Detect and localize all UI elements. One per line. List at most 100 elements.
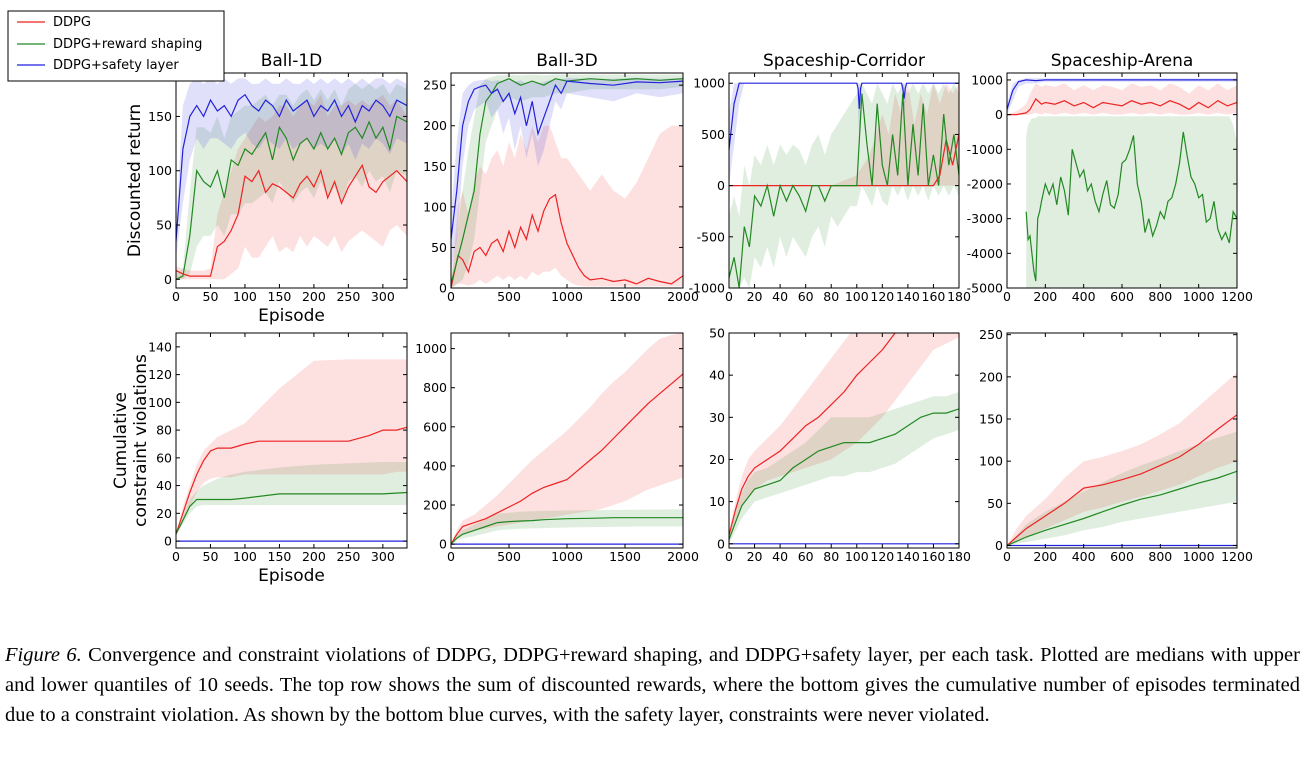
y-tick-label: 600: [423, 419, 447, 434]
median-line-shaping: [176, 115, 407, 280]
y-tick-label: 40: [156, 478, 172, 493]
median-line-ddpg: [451, 373, 683, 545]
y-tick-label: 250: [979, 327, 1003, 342]
y-tick-label: 40: [709, 368, 725, 383]
chart-ret-corridor: 0 20 40 60 80 100 120 140 160 180 -1000 -500 0 500 100…: [689, 51, 971, 304]
quantile-band-ddpg: [729, 333, 959, 540]
y-tick-label: -1000: [689, 281, 725, 296]
plot-area: [729, 82, 959, 288]
x-tick-label: 0: [1003, 549, 1011, 564]
caption-text: Convergence and constraint violations of…: [5, 644, 1300, 726]
median-line-ddpg: [1007, 414, 1237, 546]
legend-box: [7, 10, 225, 82]
x-tick-label: 150: [268, 549, 292, 564]
x-tick-label: 600: [1110, 549, 1134, 564]
x-tick-label: 40: [772, 549, 788, 564]
x-tick-label: 20: [747, 549, 763, 564]
y-axis-label-line: constraint violations: [131, 354, 151, 527]
x-tick-label: 200: [302, 289, 326, 304]
median-line-safety: [729, 82, 959, 150]
y-tick-label: -4000: [967, 246, 1003, 261]
x-tick-label: 200: [302, 549, 326, 564]
median-line-ddpg: [451, 193, 683, 288]
y-tick-label: 1000: [693, 76, 725, 91]
chart-title: Spaceship-Corridor: [763, 51, 925, 71]
x-tick-label: 0: [447, 289, 455, 304]
x-tick-label: 50: [203, 289, 219, 304]
x-tick-label: 100: [845, 549, 869, 564]
chart-title: Ball-3D: [536, 51, 598, 71]
y-tick-label: 50: [431, 240, 447, 255]
x-tick-label: 50: [203, 549, 219, 564]
quantile-band-shaping: [176, 462, 407, 535]
plot-area: [176, 78, 407, 280]
quantile-band-shaping: [1026, 116, 1237, 288]
x-tick-label: 500: [497, 289, 521, 304]
y-tick-label: 500: [701, 127, 725, 142]
x-tick-label: 40: [772, 289, 788, 304]
y-axis-label: Cumulativeconstraint violations: [111, 354, 151, 527]
x-tick-label: 0: [1003, 289, 1011, 304]
x-tick-label: 1500: [609, 549, 641, 564]
chart-viol-corridor: 0 20 40 60 80 100 120 140 160 180 0 10 20 30 40 50: [709, 326, 971, 565]
y-tick-label: 0: [717, 178, 725, 193]
x-tick-label: 400: [1072, 289, 1096, 304]
y-tick-label: 0: [995, 107, 1003, 122]
median-line-safety: [451, 80, 683, 240]
legend-label-ddpg: DDPG: [53, 15, 91, 30]
y-tick-label: 80: [156, 423, 172, 438]
x-tick-label: 2000: [667, 289, 699, 304]
y-axis-label-line: Cumulative: [111, 392, 131, 489]
plot-area: [1007, 372, 1237, 547]
chart-ret-ball1d: 0 50 100 150 200 250 300 0 50 100 150 Ball-1D Episod…: [125, 51, 408, 326]
median-line-shaping: [451, 517, 683, 545]
y-tick-label: -3000: [967, 211, 1003, 226]
median-line-shaping: [729, 408, 959, 540]
quantile-band-ddpg: [451, 125, 683, 288]
y-axis-label: Discounted return: [125, 104, 145, 257]
x-tick-label: 1500: [609, 289, 641, 304]
y-tick-label: 60: [156, 450, 172, 465]
x-tick-label: 500: [497, 549, 521, 564]
y-tick-label: 150: [979, 412, 1003, 427]
x-tick-label: 200: [1033, 289, 1057, 304]
x-tick-label: 0: [725, 549, 733, 564]
plot-area: [1007, 78, 1237, 288]
x-tick-label: 300: [371, 549, 395, 564]
x-tick-label: 800: [1148, 549, 1172, 564]
chart-title: Spaceship-Arena: [1051, 51, 1194, 71]
x-tick-label: 80: [823, 289, 839, 304]
x-tick-label: 0: [725, 289, 733, 304]
median-line-shaping: [451, 78, 683, 285]
y-tick-label: 20: [156, 506, 172, 521]
x-tick-label: 100: [845, 289, 869, 304]
median-line-shaping: [1007, 470, 1237, 547]
plot-area: [729, 333, 959, 545]
axes-frame: [728, 332, 960, 549]
x-tick-label: 1200: [1221, 549, 1253, 564]
quantile-band-safety: [1007, 78, 1237, 115]
y-tick-label: 20: [709, 452, 725, 467]
x-axis-label: Episode: [258, 306, 325, 326]
y-tick-label: 100: [148, 163, 172, 178]
quantile-band-ddpg: [1007, 83, 1237, 115]
chart-ret-arena: 0 200 400 600 800 1000 1200 -5000 -4000 -3000 -200…: [967, 51, 1253, 304]
y-tick-label: 200: [423, 118, 447, 133]
y-tick-label: 250: [423, 78, 447, 93]
median-line-shaping: [176, 491, 407, 535]
x-tick-label: 100: [233, 549, 257, 564]
axes-frame: [175, 332, 408, 549]
x-tick-label: 80: [823, 549, 839, 564]
x-tick-label: 140: [896, 289, 920, 304]
x-tick-label: 160: [922, 289, 946, 304]
legend-label-shaping: DDPG+reward shaping: [53, 37, 202, 52]
figure-caption: Figure 6. Convergence and constraint vio…: [5, 640, 1300, 730]
y-tick-label: -500: [697, 229, 725, 244]
x-tick-label: 400: [1072, 549, 1096, 564]
y-tick-label: -5000: [967, 281, 1003, 296]
x-tick-label: 120: [870, 289, 894, 304]
quantile-band-safety: [451, 77, 683, 272]
y-tick-label: 400: [423, 458, 447, 473]
y-tick-label: 30: [709, 410, 725, 425]
plot-area: [451, 333, 683, 545]
